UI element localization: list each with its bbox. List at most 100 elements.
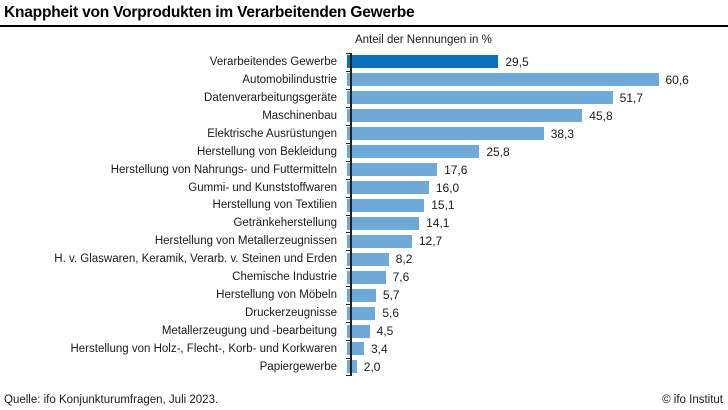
category-label: Herstellung von Bekleidung — [196, 145, 337, 158]
bar — [346, 234, 412, 248]
axis-tick — [346, 375, 350, 376]
bar-row: Herstellung von Nahrungs- und Futtermitt… — [0, 161, 728, 179]
category-label: Herstellung von Nahrungs- und Futtermitt… — [110, 163, 337, 176]
value-label: 8,2 — [395, 252, 413, 267]
bar-row: Automobilindustrie 60,6 — [0, 71, 728, 89]
axis-tick — [346, 286, 350, 287]
bar — [346, 216, 420, 230]
bar — [346, 324, 370, 338]
axis-tick — [346, 179, 350, 180]
bar-row: Verarbeitendes Gewerbe 29,5 — [0, 53, 728, 71]
axis-tick — [346, 161, 350, 162]
category-label: Herstellung von Textilien — [212, 199, 337, 212]
axis-tick — [346, 107, 350, 108]
axis-tick — [346, 232, 350, 233]
bar — [346, 55, 499, 69]
source-note: Quelle: ifo Konjunkturumfragen, Juli 202… — [4, 394, 219, 406]
bar-row: Elektrische Ausrüstungen 38,3 — [0, 125, 728, 143]
bar — [346, 252, 389, 266]
category-label: Chemische Industrie — [232, 271, 337, 284]
axis-tick — [346, 268, 350, 269]
category-label: Herstellung von Metallerzeugnissen — [154, 235, 337, 248]
value-label: 38,3 — [550, 126, 575, 141]
axis-tick — [346, 125, 350, 126]
bar — [346, 109, 583, 123]
axis-tick — [346, 71, 350, 72]
y-axis-line — [346, 53, 352, 376]
category-label: Elektrische Ausrüstungen — [207, 127, 337, 140]
value-label: 7,6 — [392, 270, 410, 285]
value-label: 5,7 — [382, 288, 400, 303]
value-label: 16,0 — [435, 180, 460, 195]
bar — [346, 198, 425, 212]
bar — [346, 91, 613, 105]
category-label: Getränkeherstellung — [233, 217, 337, 230]
bar-row: Datenverarbeitungsgeräte 51,7 — [0, 89, 728, 107]
category-label: Herstellung von Möbeln — [216, 289, 337, 302]
axis-tick — [346, 322, 350, 323]
category-label: Druckerzeugnisse — [244, 307, 337, 320]
copyright-note: © ifo Institut — [662, 394, 723, 406]
title-divider — [0, 25, 728, 27]
bar-row: Druckerzeugnisse 5,6 — [0, 304, 728, 322]
value-label: 4,5 — [376, 324, 394, 339]
bar-chart: Verarbeitendes Gewerbe 29,5 Automobilindus… — [0, 53, 728, 376]
value-label: 45,8 — [589, 108, 613, 123]
axis-tick — [346, 304, 350, 305]
bar — [346, 270, 386, 284]
bar-row: Papiergewerbe 2,0 — [0, 358, 728, 376]
value-label: 12,7 — [418, 234, 443, 249]
category-label: Metallerzeugung und -bearbeitung — [161, 325, 337, 338]
bar-row: Herstellung von Möbeln 5,7 — [0, 286, 728, 304]
bar — [346, 306, 376, 320]
bar — [346, 73, 659, 87]
bar — [346, 288, 376, 302]
bar — [346, 145, 480, 159]
chart-title: Knappheit von Vorprodukten im Verarbeite… — [4, 4, 415, 21]
bar — [346, 127, 544, 141]
value-label: 2,0 — [363, 359, 381, 374]
category-label: Automobilindustrie — [242, 73, 337, 86]
category-label: Gummi- und Kunststoffwaren — [188, 181, 337, 194]
bar-row: Maschinenbau 45,8 — [0, 107, 728, 125]
bar-row: Herstellung von Bekleidung 25,8 — [0, 143, 728, 161]
axis-tick — [346, 340, 350, 341]
category-label: Maschinenbau — [262, 109, 337, 122]
category-label: Datenverarbeitungsgeräte — [204, 91, 337, 104]
bar-row: Metallerzeugung und -bearbeitung 4,5 — [0, 322, 728, 340]
bar-row: Herstellung von Metallerzeugnissen 12,7 — [0, 232, 728, 250]
value-label: 51,7 — [619, 90, 644, 105]
bar — [346, 360, 357, 374]
bar-row: Gummi- und Kunststoffwaren 16,0 — [0, 179, 728, 197]
category-label: Verarbeitendes Gewerbe — [209, 55, 337, 68]
value-label: 29,5 — [505, 54, 529, 69]
bar-rows: Verarbeitendes Gewerbe 29,5 Automobilindus… — [0, 53, 728, 376]
axis-title: Anteil der Nennungen in % — [355, 34, 492, 46]
category-label: Herstellung von Holz-, Flecht-, Korb- un… — [70, 342, 337, 355]
bar-row: Getränkeherstellung 14,1 — [0, 214, 728, 232]
value-label: 5,6 — [382, 306, 400, 321]
bar-row: Chemische Industrie 7,6 — [0, 268, 728, 286]
axis-tick — [346, 197, 350, 198]
axis-tick — [346, 215, 350, 216]
category-label: Papiergewerbe — [259, 360, 337, 373]
value-label: 25,8 — [486, 144, 510, 159]
value-label: 15,1 — [431, 198, 455, 213]
bar-row: Herstellung von Textilien 15,1 — [0, 197, 728, 215]
axis-tick — [346, 250, 350, 251]
chart-footer: Quelle: ifo Konjunkturumfragen, Juli 202… — [0, 394, 728, 406]
bar — [346, 181, 429, 195]
category-label: H. v. Glaswaren, Keramik, Verarb. v. Ste… — [54, 253, 337, 266]
value-label: 3,4 — [371, 341, 388, 356]
axis-tick — [346, 89, 350, 90]
axis-tick — [346, 143, 350, 144]
value-label: 14,1 — [426, 216, 450, 231]
value-label: 17,6 — [444, 162, 468, 177]
bar-row: Herstellung von Holz-, Flecht-, Korb- un… — [0, 340, 728, 358]
bar-row: H. v. Glaswaren, Keramik, Verarb. v. Ste… — [0, 250, 728, 268]
axis-tick — [346, 358, 350, 359]
value-label: 60,6 — [665, 72, 689, 87]
bar — [346, 163, 438, 177]
axis-tick — [346, 53, 350, 54]
